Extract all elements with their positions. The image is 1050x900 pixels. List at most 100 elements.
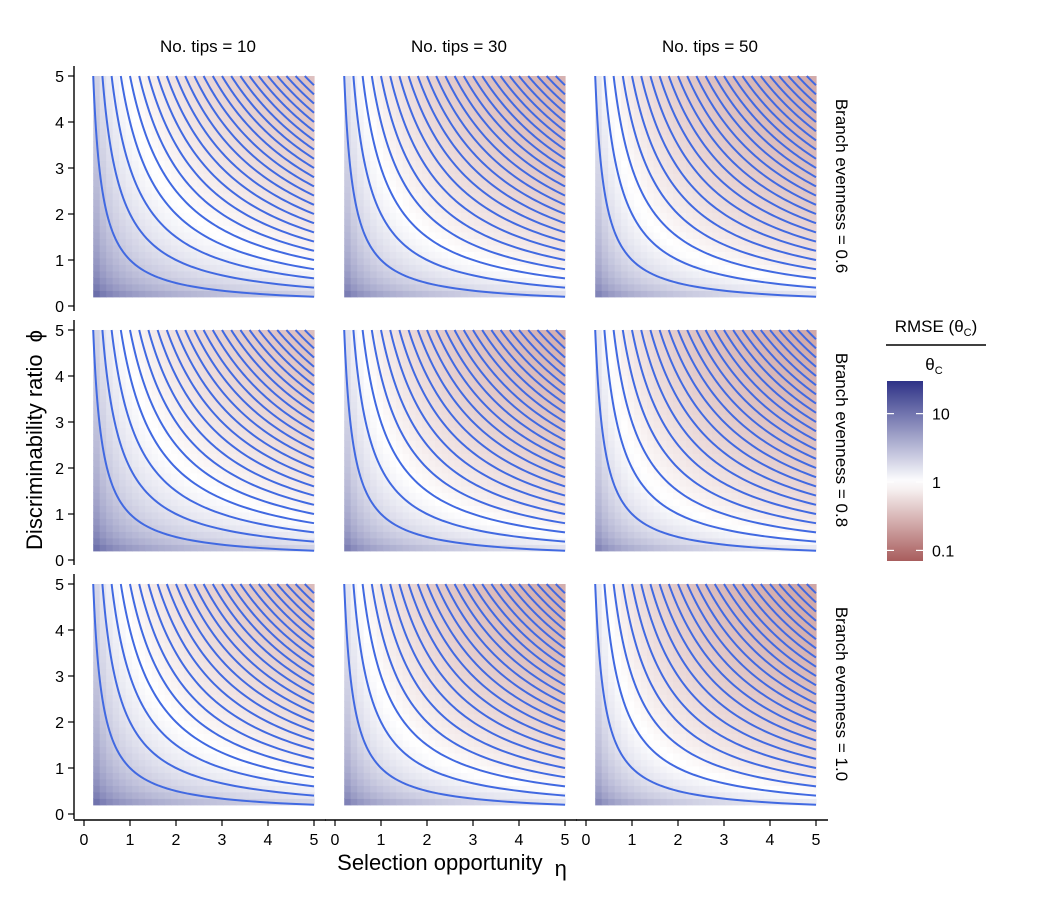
contour-line: [304, 329, 315, 340]
heatmap-cell: [357, 407, 365, 416]
heatmap-cell: [699, 179, 707, 187]
heatmap-cell: [132, 537, 140, 545]
heatmap-cell: [409, 277, 417, 285]
heatmap-cell: [692, 76, 700, 84]
heatmap-cell: [350, 355, 358, 364]
heatmap-cell: [757, 179, 765, 187]
heatmap-cell: [389, 420, 397, 429]
heatmap-cell: [216, 336, 224, 344]
heatmap-cell: [164, 479, 172, 487]
heatmap-cell: [699, 95, 707, 103]
heatmap-cell: [653, 270, 661, 278]
heatmap-cell: [229, 544, 237, 552]
heatmap-cell: [506, 264, 514, 272]
heatmap-cell: [441, 95, 449, 103]
heatmap-cell: [376, 108, 384, 116]
heatmap-cell: [809, 160, 817, 168]
heatmap-cell: [268, 218, 276, 226]
heatmap-cell: [171, 330, 179, 338]
heatmap-cell: [249, 147, 257, 155]
heatmap-cell: [197, 179, 205, 187]
heatmap-cell: [184, 401, 192, 409]
heatmap-cell: [203, 498, 211, 506]
heatmap-cell: [539, 82, 547, 90]
contour-line: [769, 75, 817, 123]
heatmap-cell: [112, 472, 120, 480]
heatmap-cell: [171, 166, 179, 175]
heatmap-cell: [422, 264, 430, 272]
heatmap-cell: [171, 492, 179, 500]
heatmap-cell: [474, 127, 482, 136]
heatmap-cell: [370, 524, 378, 532]
heatmap-cell: [210, 160, 218, 168]
heatmap-cell: [725, 121, 733, 129]
heatmap-cell: [288, 173, 296, 181]
heatmap-cell: [513, 264, 521, 272]
heatmap-cell: [679, 270, 687, 278]
heatmap-cell: [210, 433, 218, 441]
heatmap-cell: [402, 257, 410, 265]
heatmap-cell: [249, 218, 257, 226]
heatmap-cell: [344, 218, 352, 226]
heatmap-cell: [545, 212, 553, 220]
heatmap-cell: [500, 231, 508, 239]
contour-line: [631, 75, 817, 261]
heatmap-cell: [725, 140, 733, 149]
heatmap-cell: [288, 101, 296, 110]
heatmap-cell: [344, 407, 352, 416]
heatmap-cell: [493, 231, 501, 239]
heatmap-cell: [158, 362, 166, 370]
heatmap-cell: [190, 153, 198, 162]
heatmap-cell: [363, 147, 371, 155]
heatmap-cell: [93, 199, 101, 207]
heatmap-cell: [627, 88, 635, 97]
heatmap-cell: [738, 82, 746, 90]
heatmap-cell: [666, 121, 674, 129]
heatmap-cell: [376, 407, 384, 416]
heatmap-cell: [363, 336, 371, 344]
heatmap-cell: [190, 192, 198, 200]
heatmap-cell: [614, 244, 622, 252]
heatmap-cell: [177, 524, 185, 532]
heatmap-cell: [383, 114, 391, 123]
heatmap-cell: [223, 134, 231, 142]
heatmap-cell: [725, 147, 733, 155]
heatmap-cell: [357, 101, 365, 110]
heatmap-cell: [177, 251, 185, 259]
heatmap-cell: [363, 498, 371, 506]
heatmap-cell: [448, 264, 456, 272]
heatmap-cell: [158, 108, 166, 116]
heatmap-cell: [275, 166, 283, 175]
heatmap-cell: [545, 140, 553, 149]
heatmap-cell: [216, 121, 224, 129]
heatmap-cell: [197, 231, 205, 239]
heatmap-cell: [262, 264, 270, 272]
contour-line: [258, 329, 315, 386]
heatmap-cell: [344, 505, 352, 513]
heatmap-cell: [145, 466, 153, 474]
heatmap-cell: [350, 505, 358, 513]
heatmap-cell: [294, 479, 302, 487]
heatmap-cell: [705, 108, 713, 116]
heatmap-cell: [376, 76, 384, 84]
heatmap-cell: [487, 160, 495, 168]
heatmap-cell: [106, 205, 114, 213]
heatmap-cell: [145, 264, 153, 272]
heatmap-cell: [712, 257, 720, 265]
heatmap-cell: [357, 524, 365, 532]
heatmap-cell: [249, 82, 257, 90]
heatmap-cell: [441, 270, 449, 278]
heatmap-cell: [190, 134, 198, 142]
heatmap-cell: [647, 160, 655, 168]
heatmap-cell: [99, 466, 107, 474]
heatmap-cell: [158, 205, 166, 213]
heatmap-cell: [790, 257, 798, 265]
heatmap-cell: [712, 264, 720, 272]
heatmap-cell: [686, 127, 694, 136]
heatmap-cell: [268, 186, 276, 194]
heatmap-cell: [301, 257, 309, 265]
heatmap-cell: [545, 264, 553, 272]
heatmap-cell: [350, 485, 358, 493]
heatmap-cell: [389, 140, 397, 149]
contour-line: [248, 329, 315, 396]
